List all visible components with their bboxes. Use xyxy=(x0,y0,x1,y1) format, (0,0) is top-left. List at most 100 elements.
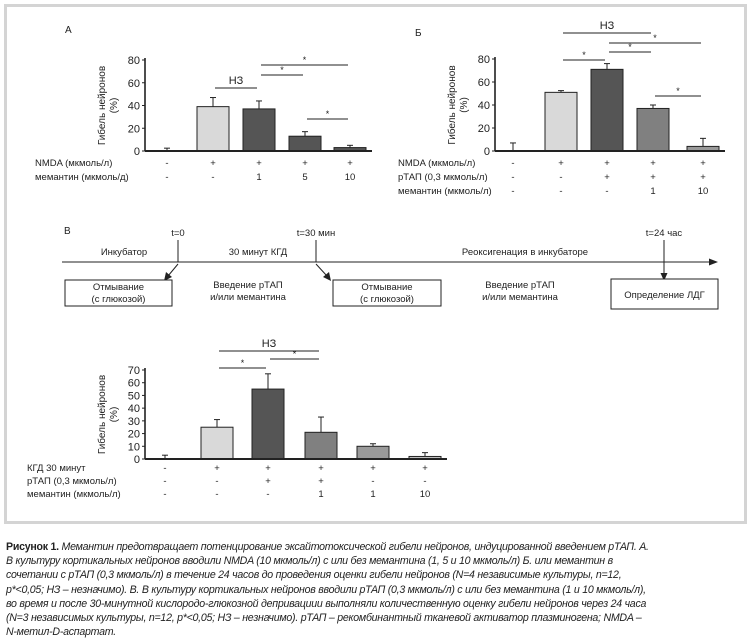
y-tick-label: 40 xyxy=(128,403,140,415)
condition-value: 10 xyxy=(698,186,709,197)
y-axis-title: Гибель нейронов xyxy=(96,66,108,145)
condition-value: 1 xyxy=(318,489,323,500)
significance-label: НЗ xyxy=(600,20,615,32)
condition-value: + xyxy=(214,463,220,474)
condition-value: + xyxy=(347,158,353,169)
bar xyxy=(200,426,234,460)
significance-star: * xyxy=(628,42,632,52)
timeline-phase: Инкубатор xyxy=(101,247,147,258)
y-tick-label: 20 xyxy=(128,123,140,135)
y-axis-title: (%) xyxy=(109,98,120,114)
condition-value: 1 xyxy=(256,172,261,183)
bar xyxy=(242,108,276,152)
y-tick-label: 0 xyxy=(134,146,140,158)
condition-value: + xyxy=(318,476,324,487)
condition-value: - xyxy=(215,476,218,487)
y-tick-label: 10 xyxy=(128,441,140,453)
condition-row-label: КГД 30 минут xyxy=(27,463,86,474)
process-box-label: Определение ЛДГ xyxy=(624,290,705,301)
panel-label: А xyxy=(65,25,72,36)
condition-value: + xyxy=(256,158,262,169)
condition-row-label: NMDA (мкмоль/л) xyxy=(35,158,112,169)
arrow-head-icon xyxy=(164,272,172,281)
condition-value: 10 xyxy=(345,172,356,183)
y-tick-label: 60 xyxy=(478,77,490,89)
bar xyxy=(288,135,322,152)
process-box-label: (с глюкозой) xyxy=(360,294,414,305)
process-box-label: Отмывание xyxy=(93,282,144,293)
condition-row-label: рТАП (0,3 мкмоль/л) xyxy=(398,172,488,183)
caption-line: сочетании с рТАП (0,3 мкмоль/л) в течени… xyxy=(6,569,622,582)
timeline-mark: t=30 мин xyxy=(297,228,335,239)
caption-line: во время и после 30-минутной кислородо-г… xyxy=(6,597,647,610)
y-tick-label: 20 xyxy=(478,123,490,135)
condition-row-label: рТАП (0,3 мкмоль/л) xyxy=(27,476,117,487)
condition-value: + xyxy=(558,158,564,169)
condition-value: - xyxy=(266,489,269,500)
y-tick-label: 60 xyxy=(128,78,140,90)
timeline-note: и/или мемантина xyxy=(210,292,287,303)
arrow-head-icon xyxy=(660,273,668,281)
condition-value: - xyxy=(511,158,514,169)
condition-value: - xyxy=(423,476,426,487)
bar xyxy=(590,68,624,152)
arrow-head-icon xyxy=(709,258,718,266)
condition-value: - xyxy=(605,186,608,197)
condition-value: + xyxy=(604,172,610,183)
condition-value: + xyxy=(700,158,706,169)
condition-value: + xyxy=(210,158,216,169)
condition-value: + xyxy=(650,158,656,169)
bar xyxy=(196,106,230,152)
significance-star: * xyxy=(653,33,657,43)
arrow-line xyxy=(167,263,179,277)
significance-star: * xyxy=(241,358,245,368)
condition-value: - xyxy=(165,172,168,183)
bar xyxy=(304,431,338,460)
y-tick-label: 50 xyxy=(128,390,140,402)
figure-caption: Рисунок 1. Мемантин предотвращает потенц… xyxy=(6,540,751,639)
y-tick-label: 80 xyxy=(128,55,140,67)
condition-value: + xyxy=(302,158,308,169)
y-tick-label: 0 xyxy=(484,146,490,158)
significance-star: * xyxy=(582,50,586,60)
condition-value: + xyxy=(318,463,324,474)
condition-row-label: мемантин (мкмоль/д) xyxy=(35,172,129,183)
caption-line: p*<0,05; НЗ – незначимо). В. В культуру … xyxy=(6,583,646,596)
condition-row-label: NMDA (мкмоль/л) xyxy=(398,158,475,169)
y-tick-label: 80 xyxy=(478,54,490,66)
y-tick-label: 60 xyxy=(128,378,140,390)
significance-label: НЗ xyxy=(229,75,244,87)
condition-value: + xyxy=(265,476,271,487)
timeline-note: и/или мемантина xyxy=(482,292,559,303)
timeline-mark: t=0 xyxy=(171,228,184,239)
condition-value: + xyxy=(604,158,610,169)
condition-value: + xyxy=(370,463,376,474)
y-tick-label: 20 xyxy=(128,429,140,441)
caption-title: Рисунок 1. xyxy=(6,541,59,553)
caption-text: Мемантин предотвращает потенцирование эк… xyxy=(58,541,649,553)
condition-value: + xyxy=(650,172,656,183)
process-box xyxy=(332,279,442,307)
y-tick-label: 40 xyxy=(478,100,490,112)
bar xyxy=(251,388,285,460)
arrow-head-icon xyxy=(323,272,331,281)
timeline-note: Введение рТАП xyxy=(213,280,283,291)
y-tick-label: 70 xyxy=(128,365,140,377)
y-axis-title: Гибель нейронов xyxy=(96,375,108,454)
y-tick-label: 30 xyxy=(128,416,140,428)
condition-value: - xyxy=(511,172,514,183)
condition-value: + xyxy=(265,463,271,474)
condition-value: - xyxy=(165,158,168,169)
timeline-mark: t=24 час xyxy=(646,228,683,239)
condition-value: - xyxy=(371,476,374,487)
condition-row-label: мемантин (мкмоль/л) xyxy=(27,489,121,500)
y-tick-label: 0 xyxy=(134,454,140,466)
timeline-note: Введение рТАП xyxy=(485,280,555,291)
bar xyxy=(544,91,578,152)
process-box-label: Отмывание xyxy=(361,282,412,293)
condition-value: - xyxy=(215,489,218,500)
condition-value: - xyxy=(211,172,214,183)
condition-value: - xyxy=(163,489,166,500)
